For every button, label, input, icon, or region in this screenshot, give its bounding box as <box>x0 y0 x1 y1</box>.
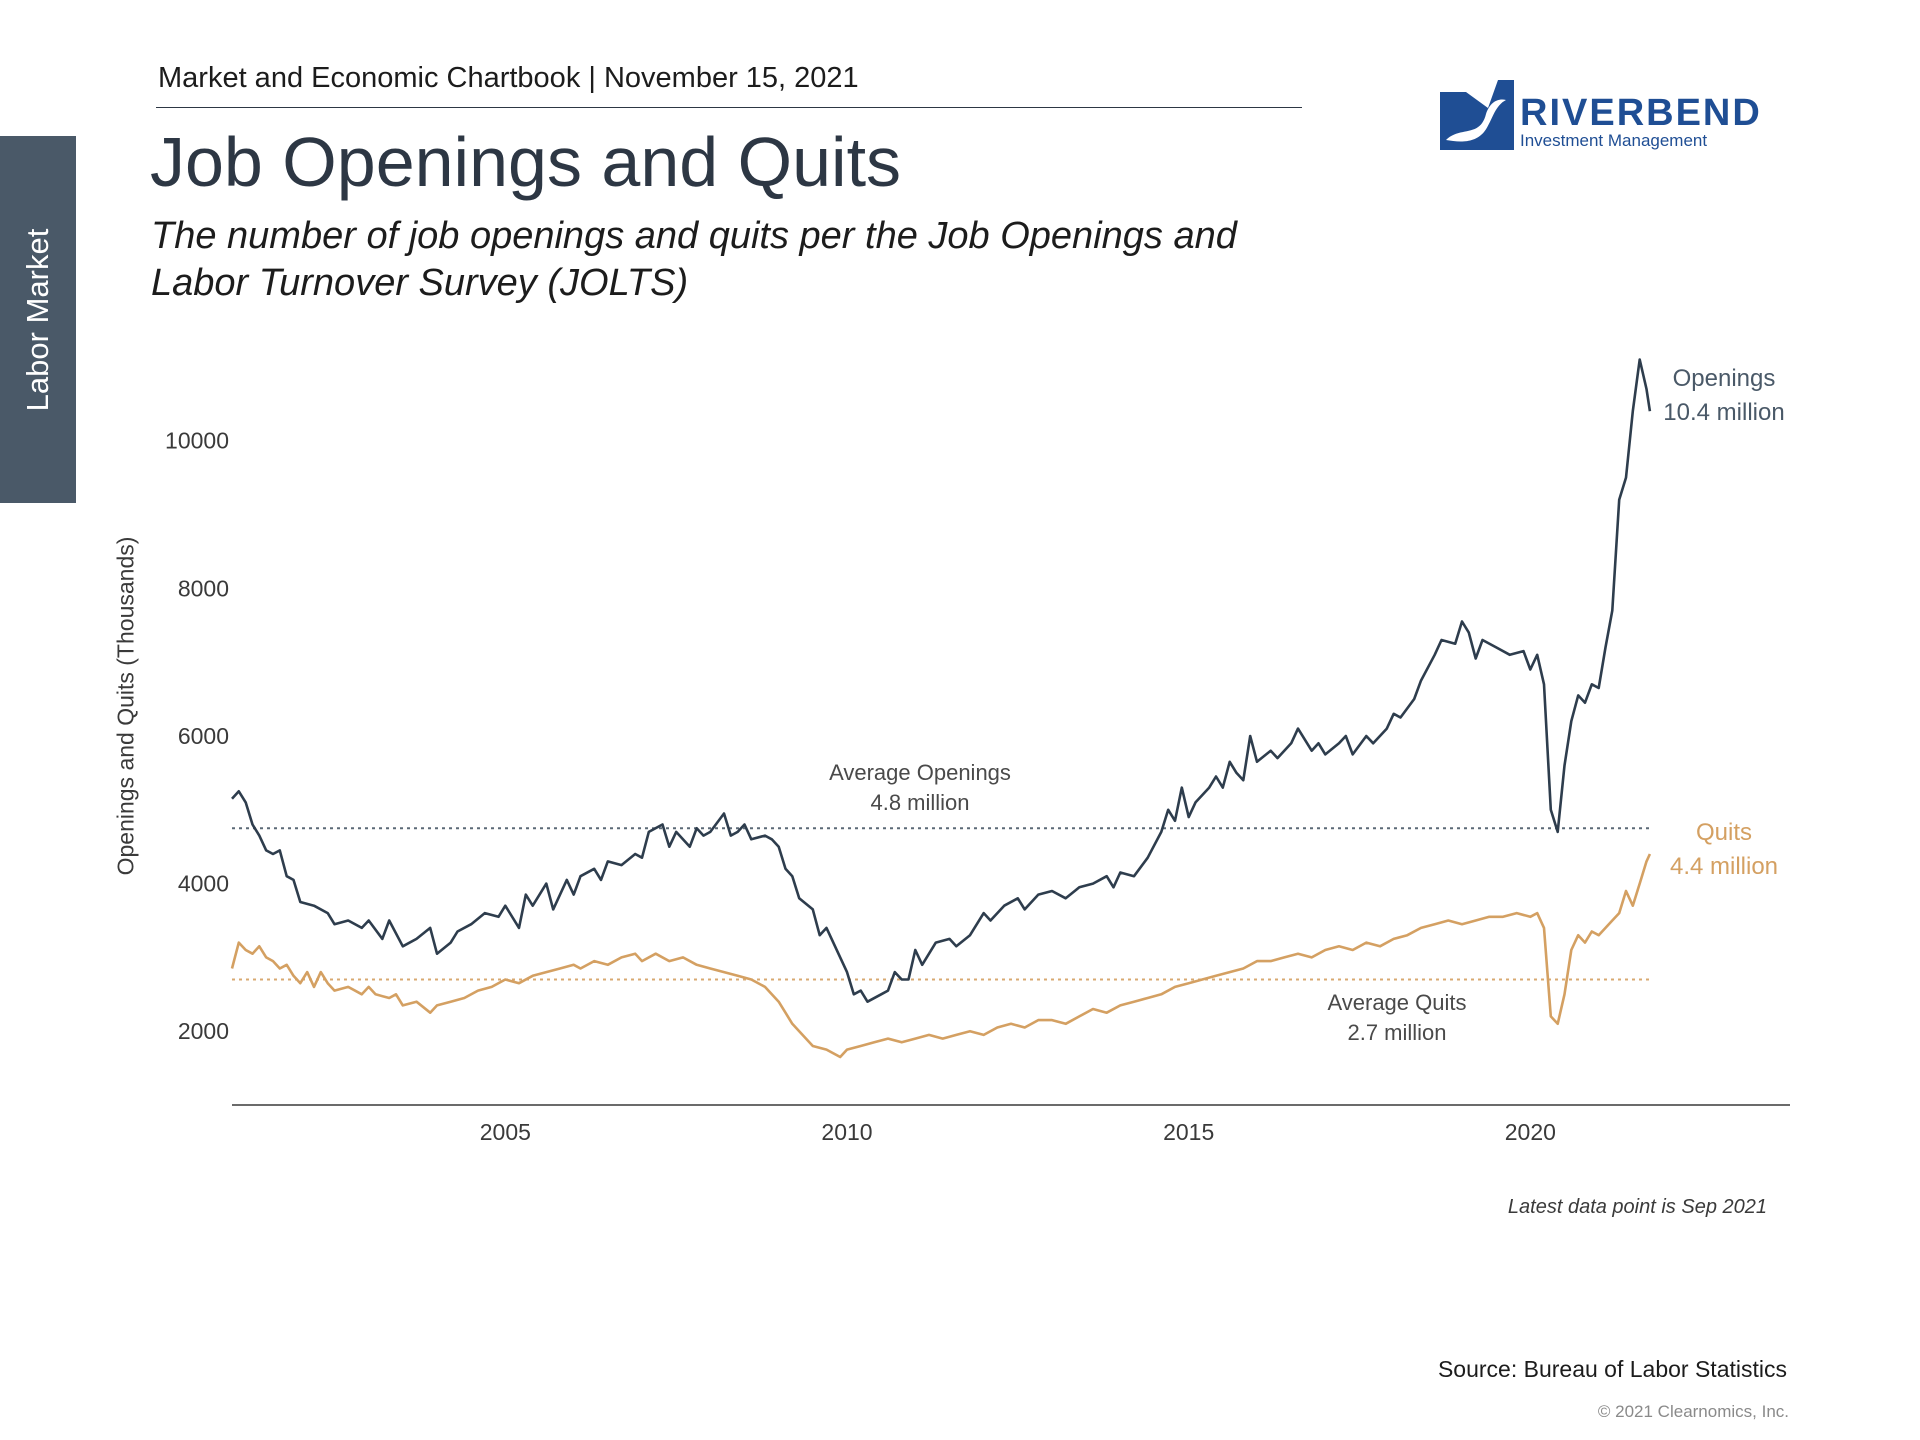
x-tick-label: 2015 <box>1163 1119 1214 1145</box>
x-tick-label: 2010 <box>821 1119 872 1145</box>
logo-name: RIVERBEND <box>1520 92 1762 134</box>
x-tick-label: 2005 <box>480 1119 531 1145</box>
series-end-label: Openings <box>1673 365 1776 392</box>
reference-label: Average Quits <box>1327 990 1466 1015</box>
y-tick-label: 6000 <box>178 723 229 749</box>
riverbend-logo-icon <box>1440 80 1514 150</box>
y-tick-label: 2000 <box>178 1018 229 1044</box>
chartbook-header: Market and Economic Chartbook | November… <box>158 62 859 94</box>
y-tick-label: 8000 <box>178 575 229 601</box>
source-text: Source: Bureau of Labor Statistics <box>1437 1356 1787 1382</box>
page-title: Job Openings and Quits <box>150 123 902 201</box>
series-line-openings <box>231 358 1652 1003</box>
copyright-text: © 2021 Clearnomics, Inc. <box>1597 1402 1789 1421</box>
reference-value: 2.7 million <box>1347 1020 1446 1045</box>
y-tick-label: 10000 <box>165 428 229 454</box>
logo-tagline: Investment Management <box>1520 131 1708 150</box>
header-divider <box>156 107 1302 108</box>
x-tick-label: 2020 <box>1505 1119 1556 1145</box>
riverbend-logo: RIVERBEND Investment Management <box>1436 78 1760 154</box>
series-end-value: 4.4 million <box>1670 853 1778 880</box>
series-end-value: 10.4 million <box>1663 399 1784 426</box>
reference-label: Average Openings <box>829 760 1011 785</box>
series-line-quits <box>230 853 1652 1059</box>
latest-data-note: Latest data point is Sep 2021 <box>1507 1196 1767 1218</box>
page-subtitle: The number of job openings and quits per… <box>151 215 1237 304</box>
reference-value: 4.8 million <box>870 790 969 815</box>
side-tab[interactable]: Labor Market <box>0 136 76 503</box>
y-tick-label: 4000 <box>178 871 229 897</box>
series-end-label: Quits <box>1696 819 1752 846</box>
